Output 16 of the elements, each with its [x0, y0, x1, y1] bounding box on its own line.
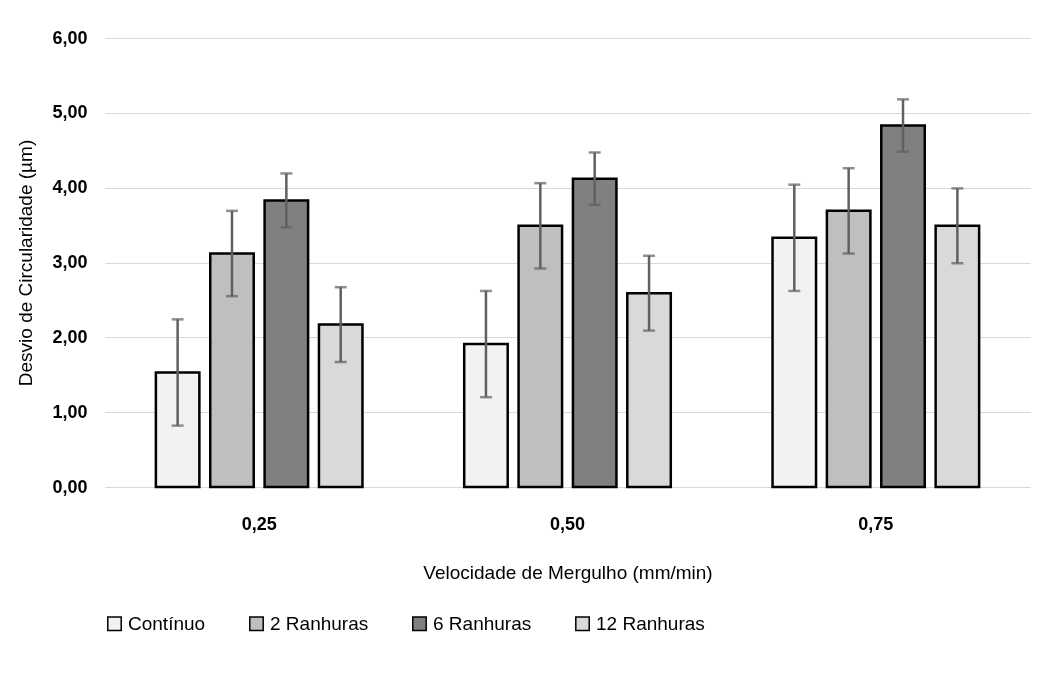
legend-label: 6 Ranhuras	[433, 612, 532, 634]
y-tick-label: 6,00	[52, 27, 88, 48]
legend-label: 2 Ranhuras	[270, 612, 369, 634]
x-tick-label: 0,50	[549, 513, 586, 534]
x-tick-label: 0,25	[241, 513, 277, 534]
legend-label: 12 Ranhuras	[596, 612, 705, 634]
x-axis-title: Velocidade de Mergulho (mm/min)	[423, 561, 713, 583]
y-tick-label: 3,00	[52, 252, 88, 272]
y-axis-title: Desvio de Circularidade (µm)	[15, 139, 37, 387]
y-tick-label: 2,00	[52, 326, 88, 347]
y-tick-label: 4,00	[52, 177, 88, 198]
y-tick-label: 5,00	[52, 102, 88, 123]
y-tick-label: 1,00	[52, 401, 88, 422]
y-tick-label: 0,00	[52, 476, 88, 497]
legend-label: Contínuo	[128, 612, 206, 634]
x-tick-label: 0,75	[858, 513, 894, 534]
